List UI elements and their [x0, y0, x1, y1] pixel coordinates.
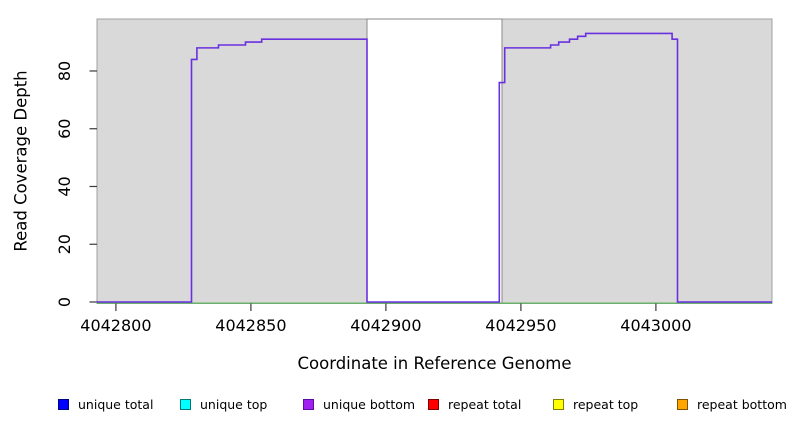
legend-item-unique-total: unique total: [58, 397, 153, 412]
gap-region: [366, 18, 503, 304]
y-tick-label: 0: [55, 297, 74, 307]
legend-item-repeat-total: repeat total: [428, 397, 521, 412]
legend-swatch: [180, 399, 191, 410]
x-tick-label: 4042900: [350, 316, 421, 335]
shaded-region: [96, 18, 368, 304]
legend-swatch: [303, 399, 314, 410]
coverage-step-line: [97, 32, 772, 303]
x-tick-label: 4042800: [80, 316, 151, 335]
x-axis-title: Coordinate in Reference Genome: [297, 354, 572, 373]
y-tick-label: 60: [55, 119, 74, 139]
legend-item-unique-top: unique top: [180, 397, 267, 412]
legend-item-unique-bottom: unique bottom: [303, 397, 415, 412]
legend-item-repeat-bottom: repeat bottom: [677, 397, 787, 412]
legend-label: unique bottom: [323, 397, 416, 412]
x-tick-label: 4043000: [620, 316, 691, 335]
legend-label: repeat top: [573, 397, 639, 412]
legend-swatch: [677, 399, 688, 410]
y-axis-title: Read Coverage Depth: [11, 70, 31, 252]
y-tick-label: 80: [55, 61, 74, 81]
shaded-region: [501, 18, 773, 304]
legend-label: unique total: [78, 397, 154, 412]
legend-swatch: [428, 399, 439, 410]
legend-label: unique top: [200, 397, 268, 412]
legend-label: repeat bottom: [697, 397, 787, 412]
legend-swatch: [58, 399, 69, 410]
y-tick-label: 20: [55, 234, 74, 254]
legend-swatch: [553, 399, 564, 410]
legend-item-repeat-top: repeat top: [553, 397, 638, 412]
x-tick-label: 4042850: [215, 316, 286, 335]
legend-label: repeat total: [448, 397, 522, 412]
y-tick-label: 40: [55, 176, 74, 196]
x-tick-label: 4042950: [485, 316, 556, 335]
